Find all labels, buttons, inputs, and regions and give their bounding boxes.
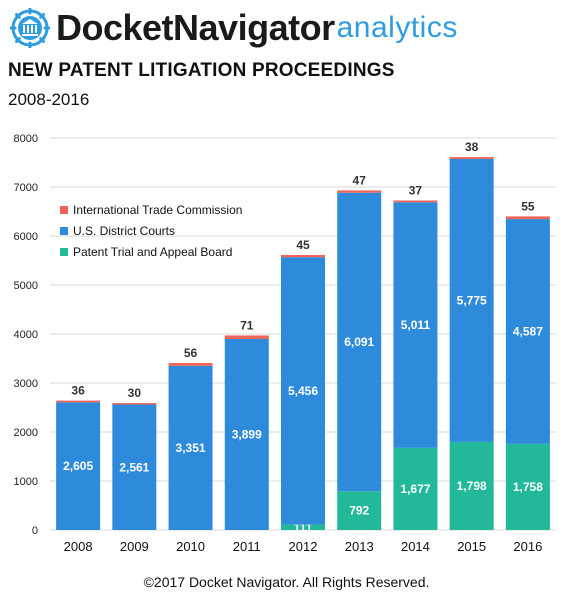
bar-segment-u-s-district-courts bbox=[505, 219, 550, 444]
y-tick-label: 2000 bbox=[14, 427, 38, 439]
data-label-itc: 56 bbox=[184, 346, 198, 360]
bar-segment-international-trade-commission bbox=[505, 216, 550, 220]
bar-segment-patent-trial-and-appeal-board bbox=[281, 524, 325, 530]
data-label-ptab: 1,677 bbox=[400, 482, 430, 496]
bar-segment-u-s-district-courts bbox=[224, 338, 269, 530]
bar-segment-u-s-district-courts bbox=[337, 192, 382, 492]
bar-segment-u-s-district-courts bbox=[168, 365, 213, 530]
data-label-district: 2,561 bbox=[119, 460, 149, 474]
bar-segment-international-trade-commission bbox=[337, 190, 382, 193]
data-label-district: 3,351 bbox=[176, 441, 206, 455]
chart-title: NEW PATENT LITIGATION PROCEEDINGS bbox=[8, 60, 395, 81]
data-label-district: 3,899 bbox=[232, 427, 262, 441]
bar-segment-patent-trial-and-appeal-board bbox=[505, 443, 550, 530]
x-tick-label: 2008 bbox=[64, 539, 93, 554]
legend-swatch bbox=[60, 248, 68, 256]
header: DocketNavigator analytics bbox=[10, 6, 458, 50]
data-label-ptab: 1,798 bbox=[457, 479, 487, 493]
bar-segment-patent-trial-and-appeal-board bbox=[337, 491, 382, 530]
y-tick-label: 6000 bbox=[14, 231, 38, 243]
legend-swatch bbox=[60, 206, 68, 214]
y-tick-label: 0 bbox=[32, 525, 38, 537]
stacked-bar-chart: 0 1000 2000 3000 4000 5000 6000 7000 8000 2,605 36… bbox=[14, 133, 556, 554]
bar-segment-international-trade-commission bbox=[393, 200, 438, 203]
bar-segment-international-trade-commission bbox=[281, 255, 325, 258]
x-tick-label: 2013 bbox=[345, 539, 374, 554]
y-tick-label: 7000 bbox=[14, 182, 38, 194]
brand-name: DocketNavigator bbox=[56, 7, 335, 48]
data-label-itc: 36 bbox=[71, 384, 85, 398]
data-label-district: 5,011 bbox=[401, 318, 431, 332]
data-label-district: 6,091 bbox=[344, 335, 374, 349]
bar-segment-u-s-district-courts bbox=[449, 158, 494, 442]
data-label-itc: 47 bbox=[353, 173, 367, 187]
bar-segment-international-trade-commission bbox=[224, 335, 269, 339]
data-label-ptab: 1,758 bbox=[513, 480, 543, 494]
data-label-district: 2,605 bbox=[63, 459, 93, 473]
data-label-itc: 55 bbox=[521, 199, 535, 213]
data-label-ptab: 792 bbox=[349, 504, 369, 518]
data-label-itc: 45 bbox=[296, 238, 310, 252]
data-label-itc: 37 bbox=[409, 183, 423, 197]
bar-segment-u-s-district-courts bbox=[393, 202, 438, 448]
brand-subtitle: analytics bbox=[336, 11, 458, 44]
bar-segment-patent-trial-and-appeal-board bbox=[393, 447, 438, 530]
x-tick-label: 2016 bbox=[513, 539, 542, 554]
x-tick-label: 2011 bbox=[233, 539, 261, 554]
bar-segment-international-trade-commission bbox=[112, 403, 157, 405]
data-label-district: 4,587 bbox=[513, 324, 543, 338]
bar-segment-international-trade-commission bbox=[56, 400, 101, 403]
y-tick-label: 3000 bbox=[14, 378, 38, 390]
legend-label: Patent Trial and Appeal Board bbox=[73, 245, 232, 259]
legend-label: International Trade Commission bbox=[73, 203, 242, 217]
legend-label: U.S. District Courts bbox=[73, 224, 175, 238]
data-label-itc: 30 bbox=[128, 386, 142, 400]
y-tick-label: 1000 bbox=[14, 476, 38, 488]
x-tick-label: 2015 bbox=[457, 539, 486, 554]
bar-segment-international-trade-commission bbox=[168, 363, 213, 366]
data-label-district: 5,775 bbox=[457, 293, 487, 307]
bar-segment-u-s-district-courts bbox=[112, 404, 157, 530]
x-tick-label: 2009 bbox=[120, 539, 149, 554]
bar-segment-u-s-district-courts bbox=[56, 402, 101, 530]
data-label-itc: 38 bbox=[465, 140, 479, 154]
copyright-notice: ©2017 Docket Navigator. All Rights Reser… bbox=[143, 574, 430, 590]
legend-swatch bbox=[60, 227, 68, 235]
y-tick-label: 4000 bbox=[14, 329, 38, 341]
chart-subtitle: 2008-2016 bbox=[8, 90, 90, 109]
x-tick-label: 2014 bbox=[401, 539, 430, 554]
x-tick-label: 2012 bbox=[289, 539, 318, 554]
data-label-itc: 71 bbox=[240, 318, 254, 332]
courthouse-logo-icon bbox=[10, 8, 50, 48]
bar-segment-u-s-district-courts bbox=[281, 257, 325, 525]
data-label-district: 5,456 bbox=[288, 384, 318, 398]
x-tick-label: 2010 bbox=[176, 539, 205, 554]
y-tick-label: 5000 bbox=[14, 280, 38, 292]
bar-segment-international-trade-commission bbox=[449, 157, 494, 159]
bar-segment-patent-trial-and-appeal-board bbox=[449, 441, 494, 530]
y-tick-label: 8000 bbox=[14, 133, 38, 145]
